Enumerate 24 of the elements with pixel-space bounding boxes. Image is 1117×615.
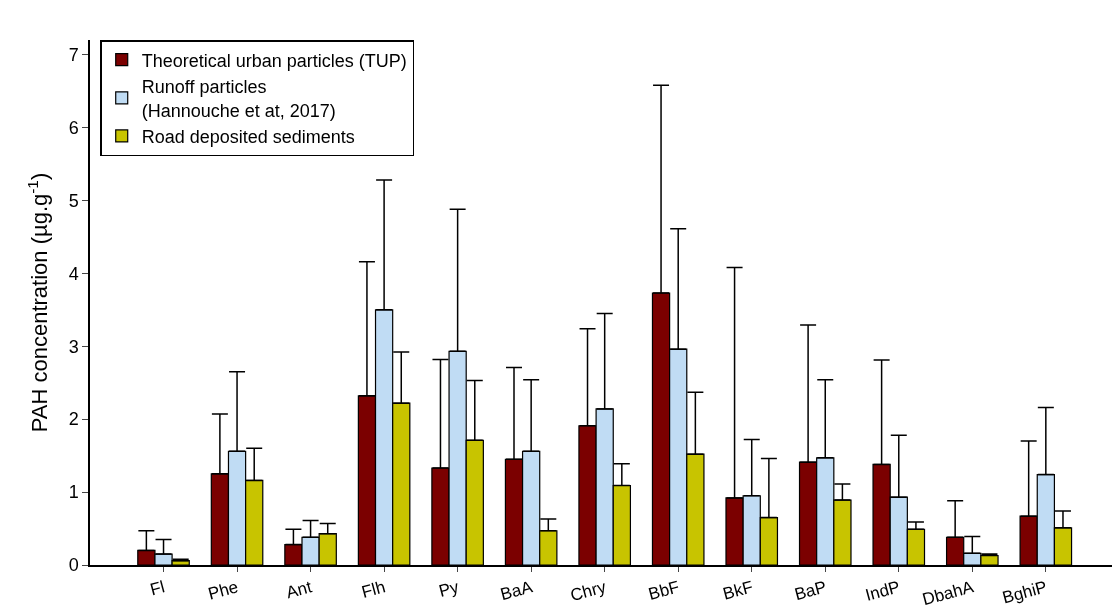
x-tick-label: IndP (863, 577, 903, 605)
y-tick-label: 5 (68, 190, 79, 211)
y-tick-label: 7 (68, 44, 79, 65)
legend-label: Runoff particles (Hannouche et at, 2017) (141, 77, 336, 121)
y-tick-label: 0 (68, 555, 79, 576)
y-tick-label: 3 (68, 336, 79, 357)
legend-label: Theoretical urban particles (TUP) (141, 50, 407, 71)
y-tick-label: 6 (68, 117, 79, 138)
x-tick-label: Py (436, 577, 462, 601)
y-tick-label: 1 (68, 482, 79, 503)
y-tick-label: 2 (68, 409, 79, 430)
x-tick-label: Phe (206, 577, 241, 604)
x-tick-label: Fl (148, 577, 167, 600)
legend-label: Road deposited sediments (141, 126, 355, 147)
x-tick-label: Ant (284, 577, 315, 603)
x-tick-label: DbahA (920, 577, 977, 610)
y-tick-label: 4 (68, 263, 79, 284)
x-tick-label: BkF (720, 577, 755, 604)
x-tick-label: BaP (792, 577, 829, 605)
x-tick-label: BghiP (1000, 577, 1050, 608)
x-tick-label: Chry (568, 577, 609, 606)
x-tick-label: BbF (646, 577, 682, 604)
x-tick-label: Flh (359, 577, 388, 602)
x-tick-label: BaA (498, 577, 536, 605)
